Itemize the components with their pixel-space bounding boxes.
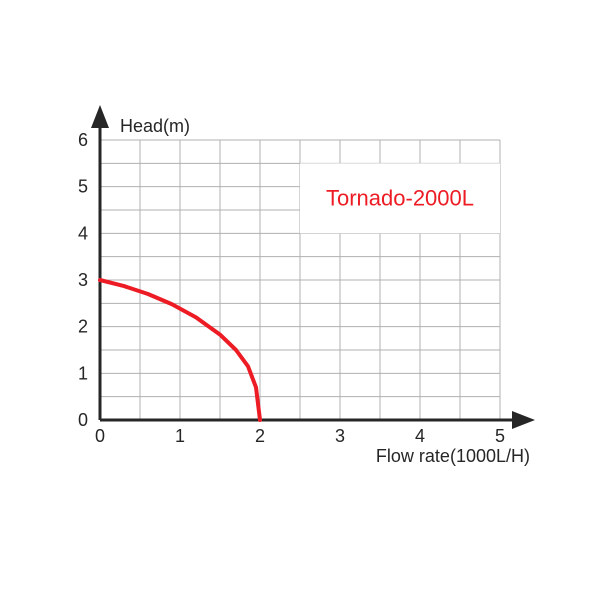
series-label: Tornado-2000L — [326, 185, 474, 210]
y-tick-label: 0 — [78, 410, 88, 430]
y-tick-label: 4 — [78, 223, 88, 243]
y-tick-label: 1 — [78, 363, 88, 383]
x-tick-label: 2 — [255, 426, 265, 446]
x-axis-title: Flow rate(1000L/H) — [376, 446, 530, 466]
y-tick-label: 3 — [78, 270, 88, 290]
x-tick-label: 0 — [95, 426, 105, 446]
pump-curve-chart: 0 1 2 3 4 5 6 0 1 2 3 4 5 Head(m) Flow rate(1000L/H) To… — [0, 0, 600, 600]
x-tick-label: 4 — [415, 426, 425, 446]
x-tick-label: 1 — [175, 426, 185, 446]
y-tick-label: 2 — [78, 317, 88, 337]
x-tick-label: 5 — [495, 426, 505, 446]
y-axis-title: Head(m) — [120, 116, 190, 136]
y-tick-label: 5 — [78, 177, 88, 197]
y-tick-label: 6 — [78, 130, 88, 150]
x-tick-label: 3 — [335, 426, 345, 446]
